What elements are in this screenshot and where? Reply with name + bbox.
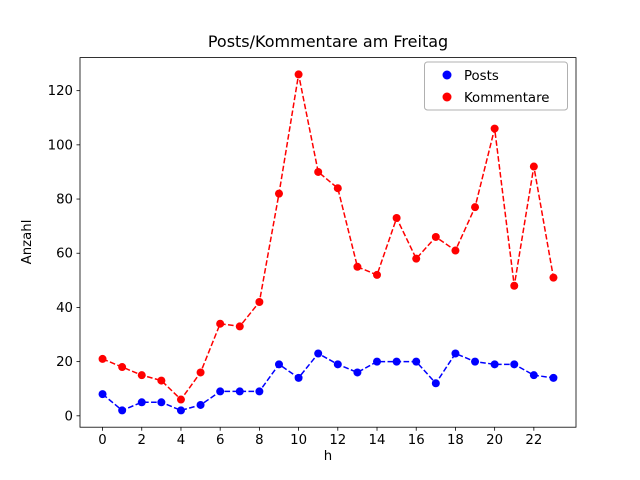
data-point-posts bbox=[98, 390, 107, 399]
y-tick-label: 60 bbox=[56, 247, 73, 262]
x-tick-label: 4 bbox=[177, 433, 185, 448]
data-point-posts bbox=[196, 400, 205, 409]
data-point-posts bbox=[373, 357, 382, 366]
x-tick-label: 20 bbox=[486, 433, 503, 448]
x-tick-label: 0 bbox=[98, 433, 106, 448]
data-point-posts bbox=[235, 387, 244, 396]
data-point-kommentare bbox=[98, 354, 107, 363]
x-tick-label: 22 bbox=[525, 433, 542, 448]
legend-box bbox=[424, 61, 568, 111]
data-point-kommentare bbox=[451, 246, 460, 255]
data-point-kommentare bbox=[353, 262, 362, 271]
data-point-posts bbox=[510, 360, 519, 369]
data-point-posts bbox=[314, 349, 323, 358]
data-point-posts bbox=[353, 368, 362, 377]
data-point-kommentare bbox=[176, 395, 185, 404]
data-point-kommentare bbox=[137, 371, 146, 380]
data-point-kommentare bbox=[196, 368, 205, 377]
data-point-kommentare bbox=[392, 214, 401, 223]
data-point-kommentare bbox=[216, 319, 225, 328]
data-point-kommentare bbox=[373, 270, 382, 279]
y-tick-label: 20 bbox=[56, 355, 73, 370]
data-point-kommentare bbox=[510, 281, 519, 290]
data-point-kommentare bbox=[235, 322, 244, 331]
plot-frame bbox=[79, 57, 577, 428]
x-tick-label: 6 bbox=[216, 433, 224, 448]
data-point-kommentare bbox=[549, 273, 558, 282]
data-point-kommentare bbox=[431, 232, 440, 241]
data-point-kommentare bbox=[157, 376, 166, 385]
data-point-kommentare bbox=[274, 189, 283, 198]
y-tick-label: 80 bbox=[56, 193, 73, 208]
data-point-kommentare bbox=[118, 363, 127, 372]
data-point-posts bbox=[216, 387, 225, 396]
series-line-kommentare bbox=[102, 74, 555, 401]
data-point-posts bbox=[137, 398, 146, 407]
data-point-posts bbox=[490, 360, 499, 369]
y-tick-label: 40 bbox=[56, 301, 73, 316]
x-tick-label: 12 bbox=[329, 433, 346, 448]
x-tick-label: 8 bbox=[255, 433, 263, 448]
data-point-kommentare bbox=[294, 70, 303, 79]
data-point-posts bbox=[255, 387, 264, 396]
data-point-posts bbox=[431, 379, 440, 388]
data-point-kommentare bbox=[471, 203, 480, 212]
data-point-posts bbox=[294, 373, 303, 382]
data-point-kommentare bbox=[255, 298, 264, 307]
data-point-posts bbox=[549, 373, 558, 382]
data-point-posts bbox=[451, 349, 460, 358]
data-point-posts bbox=[118, 406, 127, 415]
data-point-posts bbox=[176, 406, 185, 415]
y-tick-label: 100 bbox=[48, 138, 73, 153]
data-point-posts bbox=[529, 371, 538, 380]
data-point-kommentare bbox=[412, 254, 421, 263]
data-point-kommentare bbox=[490, 124, 499, 133]
legend-marker-posts bbox=[442, 70, 452, 80]
plot-area: 0 2 4 6 8 10 12 14 16 18 20 22 0 20 40 60 80 100 120 bbox=[48, 57, 577, 448]
data-point-posts bbox=[412, 357, 421, 366]
data-point-posts bbox=[333, 360, 342, 369]
data-point-posts bbox=[392, 357, 401, 366]
y-tick-label: 120 bbox=[48, 84, 73, 99]
legend-marker-kommentare bbox=[442, 92, 452, 102]
y-tick-label: 0 bbox=[65, 409, 73, 424]
legend: Posts Kommentare bbox=[424, 61, 568, 111]
data-point-kommentare bbox=[333, 184, 342, 193]
x-tick-label: 16 bbox=[408, 433, 425, 448]
legend-entry-kommentare: Kommentare bbox=[442, 91, 549, 106]
data-point-kommentare bbox=[529, 162, 538, 171]
x-tick-label: 10 bbox=[290, 433, 307, 448]
legend-label-posts: Posts bbox=[464, 69, 499, 84]
x-tick-label: 18 bbox=[447, 433, 464, 448]
x-tick-label: 2 bbox=[138, 433, 146, 448]
chart-title: Posts/Kommentare am Freitag bbox=[208, 32, 448, 51]
legend-label-kommentare: Kommentare bbox=[464, 91, 549, 106]
data-point-posts bbox=[471, 357, 480, 366]
x-axis-label: h bbox=[324, 449, 332, 464]
data-point-posts bbox=[274, 360, 283, 369]
data-point-kommentare bbox=[314, 167, 323, 176]
x-tick-label: 14 bbox=[369, 433, 386, 448]
y-axis-label: Anzahl bbox=[20, 220, 35, 265]
legend-entry-posts: Posts bbox=[442, 69, 499, 84]
data-point-posts bbox=[157, 398, 166, 407]
